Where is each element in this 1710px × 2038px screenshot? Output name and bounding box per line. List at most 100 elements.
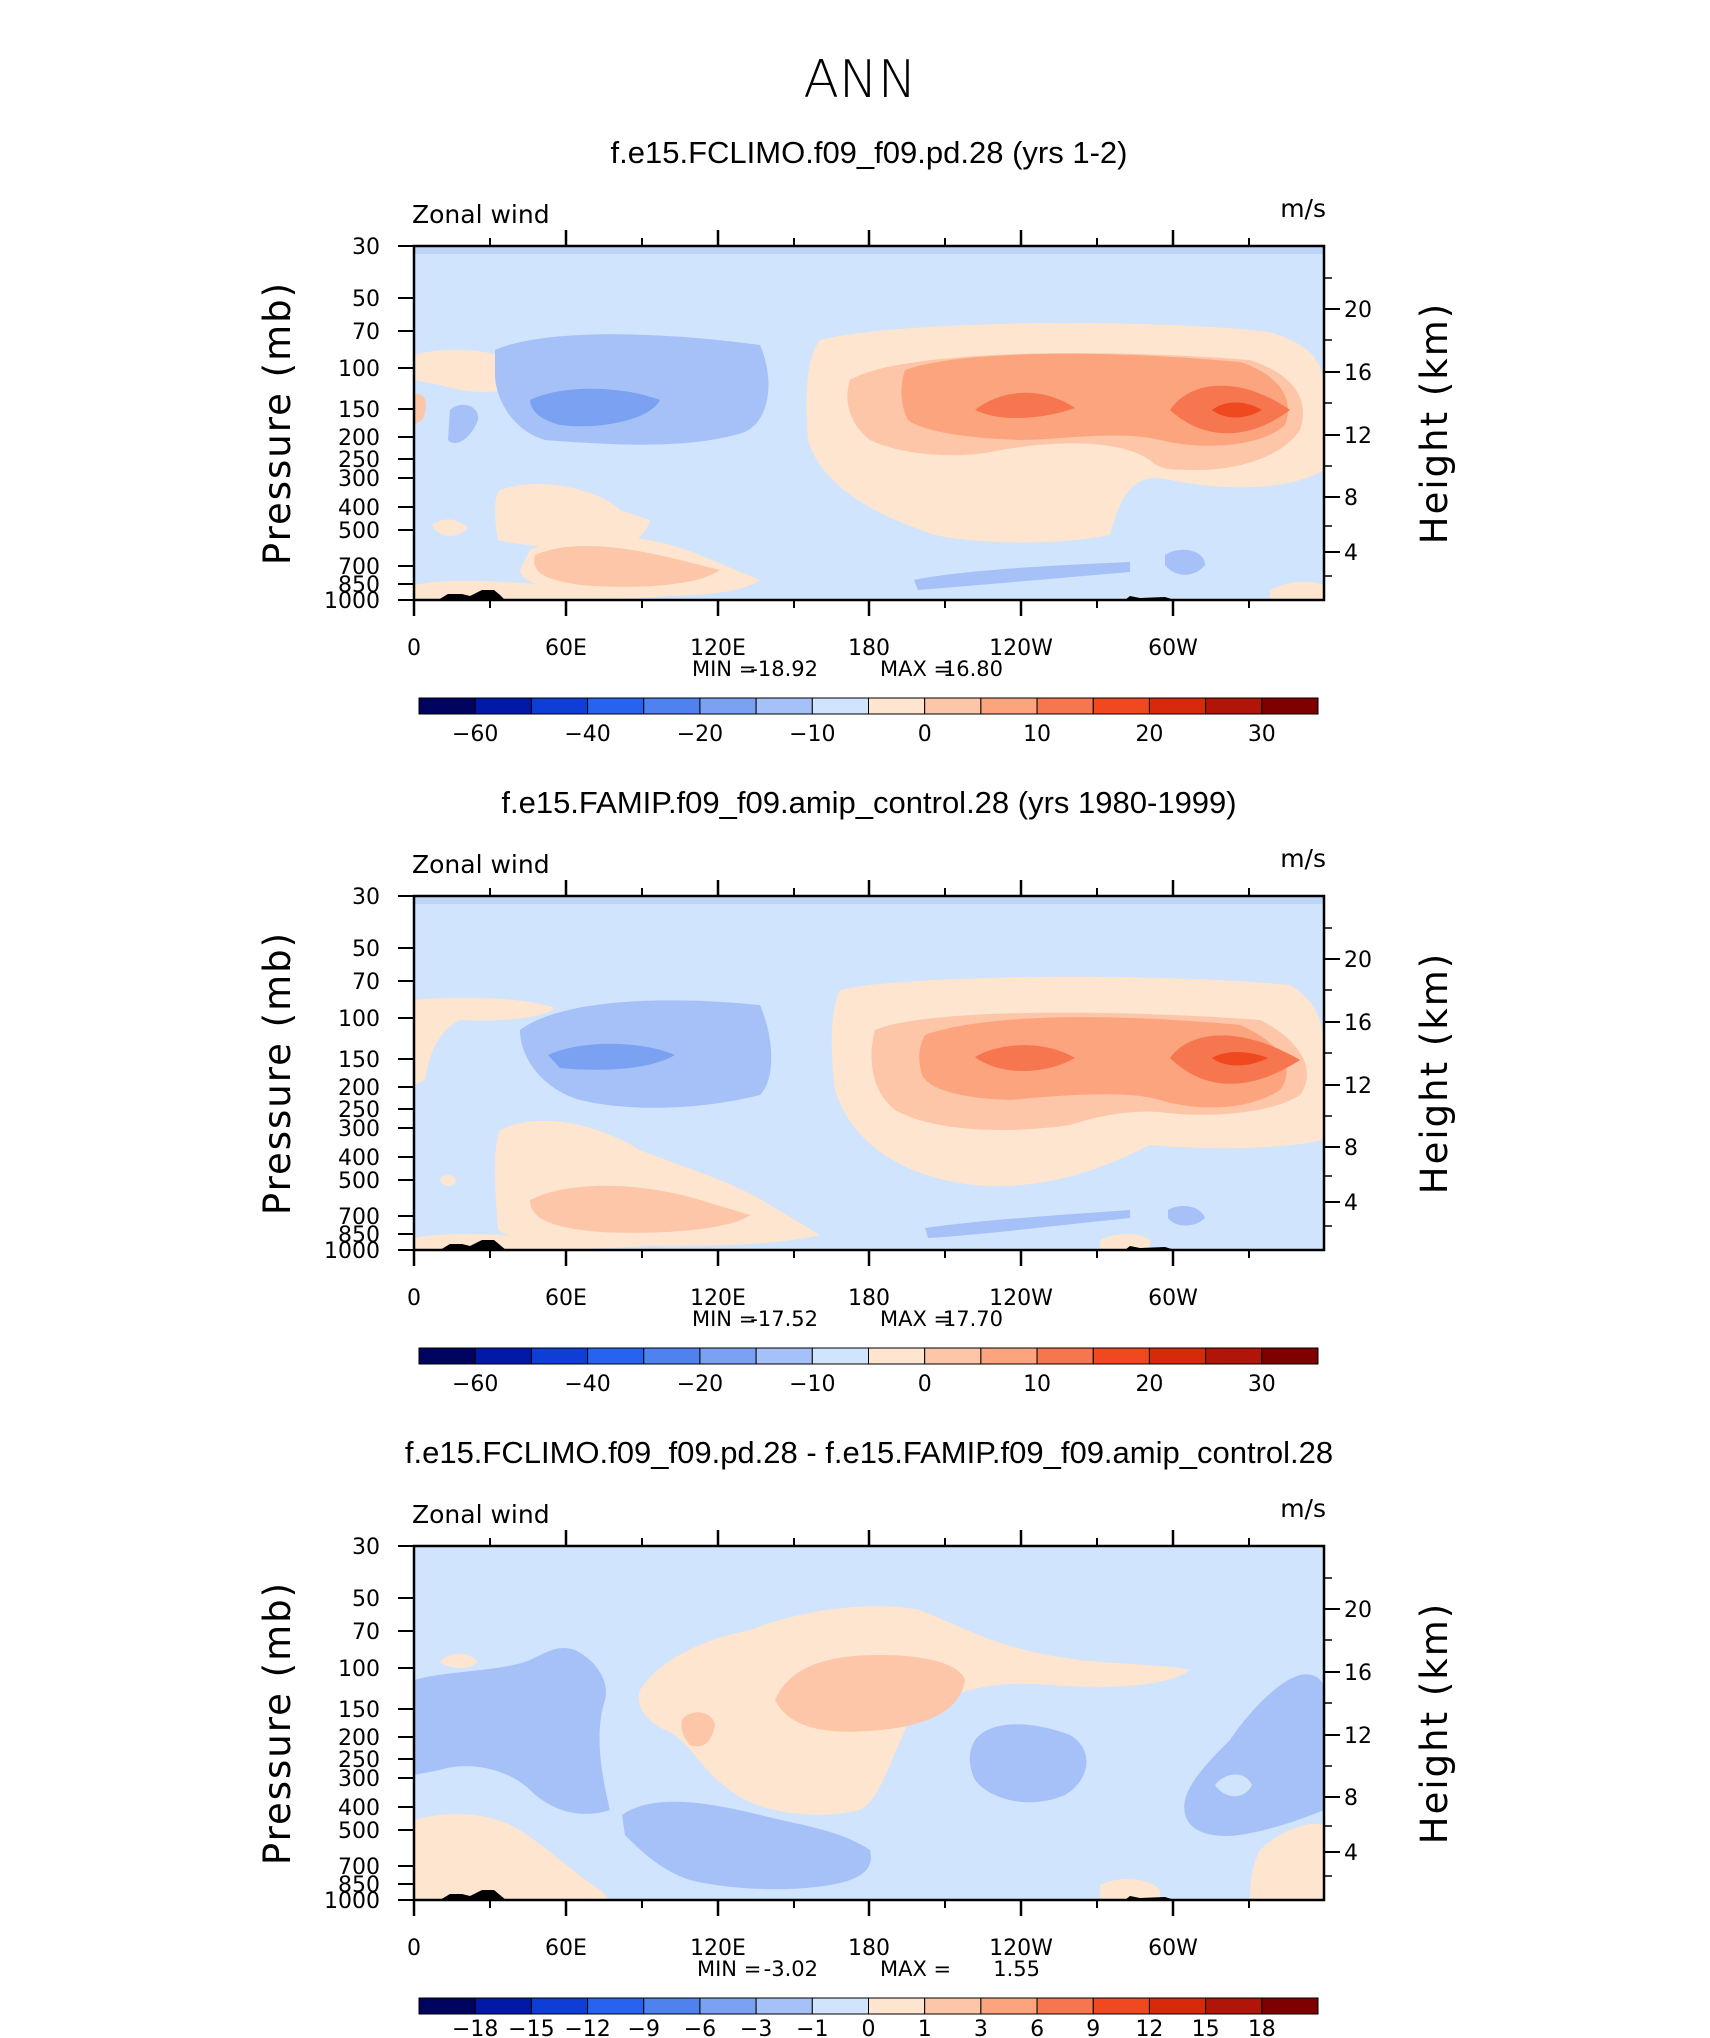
min-value: -3.02: [764, 1957, 818, 1981]
colorbar-label: −12: [564, 2017, 610, 2038]
y-tick-label: 850: [338, 1873, 380, 1898]
contour-region: [548, 1043, 675, 1070]
y-tick-label: 1000: [324, 1889, 380, 1914]
contour-region: [1212, 1052, 1268, 1066]
colorbar-swatch: [980, 1997, 1038, 2015]
colorbar-swatch: [587, 1997, 645, 2015]
colorbar-swatch: [924, 697, 982, 715]
y-tick-label: 700: [338, 1205, 380, 1230]
colorbar-swatch: [1036, 697, 1094, 715]
y-tick-label: 30: [352, 1535, 380, 1560]
y-right-tick-label: 20: [1344, 298, 1372, 323]
y-tick-label: 700: [338, 555, 380, 580]
x-tick-label: 60W: [1148, 636, 1198, 661]
colorbar-label: −18: [452, 2017, 498, 2038]
colorbar-swatch: [868, 1347, 926, 1365]
x-tick-label: 120W: [989, 1286, 1053, 1311]
y-tick-label: 100: [338, 1657, 380, 1682]
y-tick-label: 700: [338, 1855, 380, 1880]
contour-region: [414, 1814, 610, 1900]
colorbar-swatch: [755, 697, 813, 715]
x-tick-label: 60W: [1148, 1936, 1198, 1961]
y-tick-label: 100: [338, 1007, 380, 1032]
max-label: MAX =: [880, 1957, 951, 1981]
colorbar-label: −60: [452, 722, 498, 747]
y-tick-label: 70: [352, 1620, 380, 1645]
colorbar-swatch: [643, 1997, 701, 2015]
y-tick-label: 850: [338, 573, 380, 598]
x-tick-label: 180: [848, 1936, 890, 1961]
y-tick-label: 250: [338, 1748, 380, 1773]
colorbar-label: −6: [684, 2017, 716, 2038]
colorbar-swatch: [1148, 697, 1207, 715]
y-tick-label: 200: [338, 426, 380, 451]
colorbar-swatch: [868, 1997, 926, 2015]
panel-2-frame: [398, 880, 1340, 1266]
colorbar-swatch: [699, 1997, 757, 2015]
y-tick-label: 30: [352, 885, 380, 910]
topography: [440, 1240, 506, 1250]
colorbar-swatch: [1148, 1997, 1207, 2015]
colorbar-swatch: [643, 697, 701, 715]
colorbar-swatch: [1092, 1997, 1150, 2015]
contour-region: [775, 1655, 965, 1732]
contour-region: [432, 519, 468, 536]
contour-region: [1250, 1823, 1324, 1900]
x-tick-label: 120E: [690, 1936, 746, 1961]
contour-region: [534, 545, 720, 587]
y-right-tick-label: 4: [1344, 1191, 1358, 1216]
y-right-tick-label: 4: [1344, 1841, 1358, 1866]
colorbar-label: −3: [740, 2017, 772, 2038]
colorbar-label: 20: [1135, 722, 1163, 747]
contour-region: [414, 394, 426, 425]
contour-region: [414, 1648, 610, 1814]
colorbar-label: −40: [564, 1372, 610, 1397]
panel-1-variable-label: Zonal wind: [412, 200, 550, 229]
x-tick-label: 180: [848, 1286, 890, 1311]
colorbar-swatch: [418, 1347, 476, 1365]
panel-3-variable-label: Zonal wind: [412, 1500, 550, 1529]
colorbar-label: 0: [918, 1372, 932, 1397]
y-tick-label: 500: [338, 1169, 380, 1194]
colorbar-label: −20: [677, 722, 723, 747]
min-label: MIN =: [692, 657, 756, 681]
colorbar-swatch: [699, 1347, 757, 1365]
colorbar-label: 10: [1023, 722, 1051, 747]
colorbar-label: 10: [1023, 1372, 1051, 1397]
y-tick-label: 50: [352, 1587, 380, 1612]
y-right-tick-label: 16: [1344, 1661, 1372, 1686]
contour-region: [530, 388, 660, 427]
colorbar-label: −40: [564, 722, 610, 747]
y-right-tick-label: 8: [1344, 1136, 1358, 1161]
colorbar-swatch: [474, 1347, 532, 1365]
figure-title: ANN: [803, 50, 916, 110]
colorbar-label: 15: [1192, 2017, 1220, 2038]
colorbar-swatch: [924, 1997, 982, 2015]
contour-region: [1215, 1774, 1252, 1797]
y-tick-label: 150: [338, 398, 380, 423]
colorbar-label: 0: [918, 722, 932, 747]
x-tick-label: 60E: [545, 1936, 587, 1961]
colorbar-label: 30: [1248, 1372, 1276, 1397]
y-tick-label: 200: [338, 1726, 380, 1751]
y-tick-label: 400: [338, 496, 380, 521]
colorbar-label: 6: [1030, 2017, 1044, 2038]
panel-2-units-label: m/s: [1280, 844, 1326, 873]
colorbar-swatch: [1205, 697, 1263, 715]
contour-region: [1212, 402, 1262, 418]
panel-3-title: f.e15.FCLIMO.f09_f09.pd.28 - f.e15.FAMIP…: [405, 1435, 1333, 1470]
colorbar-swatch: [1092, 1347, 1150, 1365]
x-tick-label: 0: [407, 1936, 421, 1961]
colorbar-label: 20: [1135, 1372, 1163, 1397]
y-right-tick-label: 12: [1344, 1074, 1372, 1099]
y-tick-label: 400: [338, 1796, 380, 1821]
colorbar-label: −10: [789, 722, 835, 747]
max-label: MAX =: [880, 1307, 951, 1331]
y-right-tick-label: 12: [1344, 1724, 1372, 1749]
colorbar-swatch: [530, 1347, 589, 1365]
y-tick-label: 500: [338, 1819, 380, 1844]
x-tick-label: 60E: [545, 1286, 587, 1311]
panel-2-colorbar: −60 −40 −20 −10 0 10 20 30: [418, 1347, 1319, 1397]
y-axis-right-label: Height (km): [1413, 952, 1456, 1194]
colorbar-swatch: [1205, 1347, 1263, 1365]
